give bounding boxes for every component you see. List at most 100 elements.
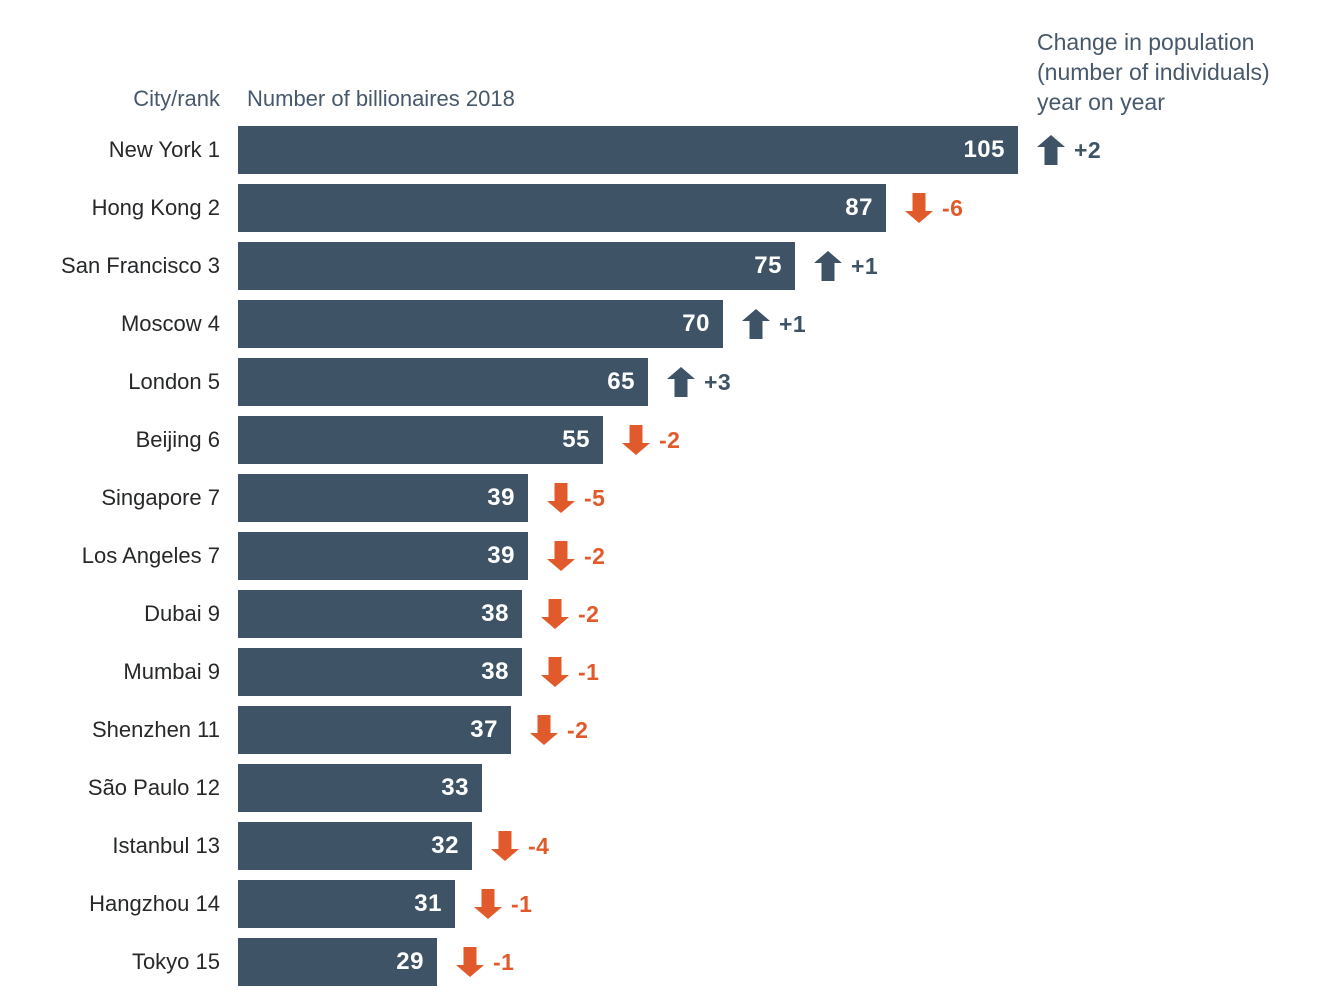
change-value-label: -1 (578, 658, 600, 685)
change-value-label: -4 (528, 832, 550, 859)
bar: 39 (238, 532, 528, 580)
change-value-label: -6 (942, 194, 964, 221)
bar-value-label: 32 (431, 832, 459, 859)
decrease-arrow-icon (547, 541, 575, 571)
row-city-rank-label: Hong Kong 2 (91, 195, 220, 220)
change-value-label: +1 (779, 310, 807, 337)
decrease-arrow-icon (547, 483, 575, 513)
chart-row: Moscow 4 70 +1 (0, 300, 1101, 348)
chart-row: Beijing 6 55 -2 (0, 416, 1101, 464)
bar: 37 (238, 706, 511, 754)
bar-value-label: 39 (487, 484, 515, 511)
change-value-label: +3 (704, 368, 732, 395)
bar-value-label: 29 (396, 948, 424, 975)
bar: 29 (238, 938, 437, 986)
column-header-change: Change in population (number of individu… (1037, 27, 1270, 117)
change-value-label: -2 (584, 542, 606, 569)
row-city-rank-label: Mumbai 9 (123, 659, 220, 684)
chart-row: Mumbai 9 38 -1 (0, 648, 1101, 696)
bar: 55 (238, 416, 603, 464)
row-city-rank-label: São Paulo 12 (87, 775, 220, 800)
change-value-label: -2 (567, 716, 589, 743)
bar: 38 (238, 648, 522, 696)
chart-rows: New York 1 105 +2 Hong Kong 2 87 -6 San … (0, 126, 1101, 996)
bar-value-label: 65 (607, 368, 635, 395)
chart-row: London 5 65 +3 (0, 358, 1101, 406)
bar-value-label: 75 (754, 252, 782, 279)
change-value-label: -2 (659, 426, 681, 453)
bar-value-label: 39 (487, 542, 515, 569)
column-header-change-line-1: Change in population (1037, 29, 1255, 55)
bar: 32 (238, 822, 472, 870)
increase-arrow-icon (1037, 135, 1065, 165)
row-city-rank-label: Dubai 9 (144, 601, 220, 626)
change-value-label: -5 (584, 484, 606, 511)
chart-row: Istanbul 13 32 -4 (0, 822, 1101, 870)
decrease-arrow-icon (541, 657, 569, 687)
column-header-change-line-3: year on year (1037, 89, 1165, 115)
bar: 31 (238, 880, 455, 928)
change-indicator: +3 (667, 367, 731, 397)
column-header-city-rank: City/rank (133, 86, 220, 111)
chart-row: Shenzhen 11 37 -2 (0, 706, 1101, 754)
decrease-arrow-icon (474, 889, 502, 919)
bar: 70 (238, 300, 723, 348)
change-value-label: -1 (493, 948, 515, 975)
change-indicator: -1 (456, 947, 514, 977)
change-indicator: -6 (905, 193, 963, 223)
change-indicator: -2 (622, 425, 680, 455)
decrease-arrow-icon (456, 947, 484, 977)
row-city-rank-label: Moscow 4 (120, 311, 220, 336)
bar-value-label: 87 (845, 194, 873, 221)
change-indicator: -2 (547, 541, 605, 571)
change-indicator: -1 (541, 657, 599, 687)
chart-row: New York 1 105 +2 (0, 126, 1101, 174)
increase-arrow-icon (814, 251, 842, 281)
decrease-arrow-icon (905, 193, 933, 223)
bar: 38 (238, 590, 522, 638)
change-indicator: +1 (814, 251, 878, 281)
chart-row: Singapore 7 39 -5 (0, 474, 1101, 522)
change-indicator: -2 (530, 715, 588, 745)
bar-value-label: 55 (562, 426, 590, 453)
bar: 87 (238, 184, 886, 232)
column-header-number-of-billionaires: Number of billionaires 2018 (247, 86, 515, 111)
increase-arrow-icon (742, 309, 770, 339)
change-value-label: -1 (511, 890, 533, 917)
row-city-rank-label: Hangzhou 14 (89, 891, 220, 916)
bar-value-label: 38 (481, 658, 509, 685)
bar-value-label: 38 (481, 600, 509, 627)
chart-row: Hong Kong 2 87 -6 (0, 184, 1101, 232)
row-city-rank-label: Beijing 6 (135, 427, 220, 452)
chart-row: San Francisco 3 75 +1 (0, 242, 1101, 290)
chart-row: Hangzhou 14 31 -1 (0, 880, 1101, 928)
row-city-rank-label: Istanbul 13 (112, 833, 220, 858)
change-indicator: +2 (1037, 135, 1101, 165)
change-value-label: +1 (851, 252, 879, 279)
decrease-arrow-icon (622, 425, 650, 455)
bar: 75 (238, 242, 795, 290)
bar: 65 (238, 358, 648, 406)
column-header-change-line-2: (number of individuals) (1037, 59, 1270, 85)
chart-row: São Paulo 12 33 (0, 764, 1101, 812)
bar-value-label: 105 (963, 136, 1005, 163)
bar: 39 (238, 474, 528, 522)
decrease-arrow-icon (530, 715, 558, 745)
decrease-arrow-icon (491, 831, 519, 861)
change-value-label: +2 (1074, 136, 1102, 163)
bar-value-label: 31 (414, 890, 442, 917)
bar-value-label: 37 (470, 716, 498, 743)
row-city-rank-label: Tokyo 15 (131, 949, 220, 974)
bar: 33 (238, 764, 482, 812)
increase-arrow-icon (667, 367, 695, 397)
change-indicator: -1 (474, 889, 532, 919)
row-city-rank-label: San Francisco 3 (61, 253, 220, 278)
change-indicator: +1 (742, 309, 806, 339)
chart-row: Tokyo 15 29 -1 (0, 938, 1101, 986)
change-indicator: -2 (541, 599, 599, 629)
bar-value-label: 70 (682, 310, 710, 337)
change-indicator: -4 (491, 831, 549, 861)
row-city-rank-label: Shenzhen 11 (91, 717, 220, 742)
chart-row: Los Angeles 7 39 -2 (0, 532, 1101, 580)
